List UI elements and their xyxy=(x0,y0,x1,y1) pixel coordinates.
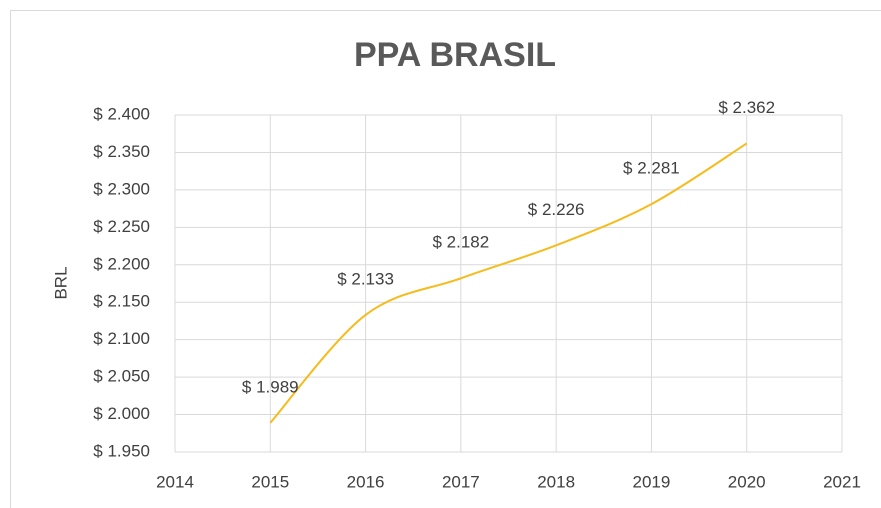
data-label: $ 2.362 xyxy=(718,98,775,117)
x-tick-label: 2018 xyxy=(537,472,575,491)
y-axis-title: BRL xyxy=(51,266,70,299)
x-tick-label: 2015 xyxy=(251,472,289,491)
y-tick-label: $ 2.350 xyxy=(93,142,150,161)
data-line xyxy=(269,142,748,424)
x-tick-label: 2020 xyxy=(728,472,766,491)
x-tick-label: 2016 xyxy=(347,472,385,491)
y-tick-label: $ 2.300 xyxy=(93,179,150,198)
y-tick-label: $ 2.200 xyxy=(93,254,150,273)
x-tick-label: 2021 xyxy=(823,472,861,491)
data-label: $ 2.281 xyxy=(623,159,680,178)
chart-title: PPA BRASIL xyxy=(354,36,556,74)
chart-frame xyxy=(10,10,881,508)
data-label: $ 2.226 xyxy=(528,200,585,219)
x-tick-label: 2014 xyxy=(156,472,194,491)
data-label: $ 2.133 xyxy=(337,269,394,288)
y-tick-label: $ 1.950 xyxy=(93,441,150,460)
y-tick-label: $ 2.050 xyxy=(93,367,150,386)
x-tick-label: 2017 xyxy=(442,472,480,491)
y-tick-label: $ 2.000 xyxy=(93,404,150,423)
y-tick-label: $ 2.250 xyxy=(93,217,150,236)
data-label: $ 1.989 xyxy=(242,377,299,396)
y-tick-label: $ 2.100 xyxy=(93,329,150,348)
y-tick-label: $ 2.400 xyxy=(93,104,150,123)
y-tick-label: $ 2.150 xyxy=(93,292,150,311)
data-label: $ 2.182 xyxy=(432,233,489,252)
x-tick-label: 2019 xyxy=(633,472,671,491)
